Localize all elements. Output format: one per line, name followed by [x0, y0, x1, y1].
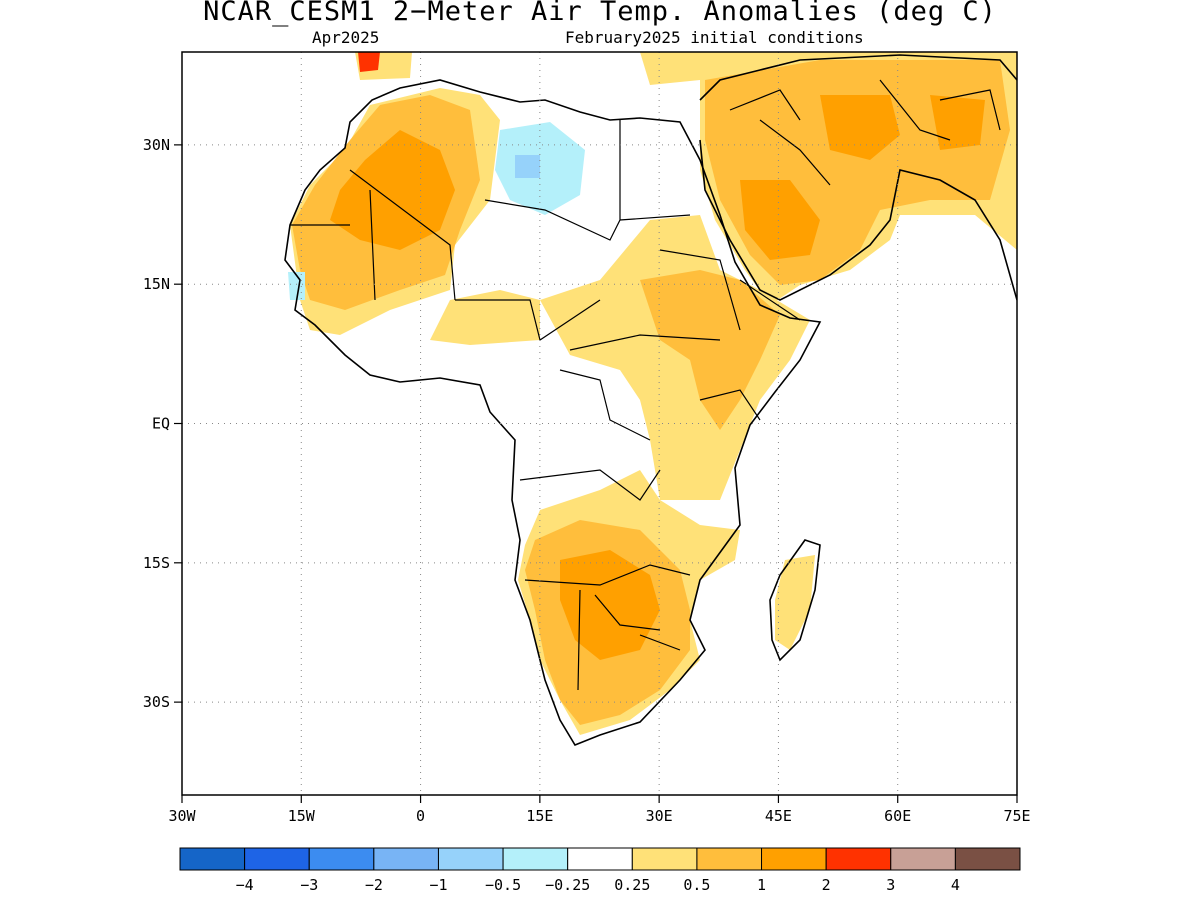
coastlines: [284, 54, 1017, 746]
colorbar-swatch: [308, 847, 375, 871]
initial-conditions: February2025 initial conditions: [565, 28, 864, 47]
axis-ticks: 30N 15N EQ 15S 30S 30W 15W 0 15E 30E 45E 60E 75E: [143, 136, 1031, 825]
map-field: [182, 52, 1017, 795]
colorbar-swatch: [437, 847, 504, 871]
colorbar-label: −1: [429, 876, 447, 894]
colorbar-swatch: [179, 847, 246, 871]
colorbar-label: 0.5: [683, 876, 710, 894]
colorbar-swatch: [761, 847, 827, 871]
colorbar-label: 2: [822, 876, 831, 894]
colorbar-swatch: [890, 847, 956, 871]
colorbar-swatch: [825, 847, 892, 871]
lon-tick-label: 30W: [168, 807, 196, 825]
colorbar-label: 4: [951, 876, 960, 894]
colorbar-label: 0.25: [614, 876, 650, 894]
colorbar-label: −0.25: [545, 876, 590, 894]
lat-tick-label: EQ: [152, 415, 170, 433]
colorbar: −4 −3 −2 −1 −0.5 −0.25 0.25 0.5 1 2 3 4: [179, 847, 1021, 894]
colorbar-swatch: [954, 847, 1021, 871]
colorbar-swatch: [696, 847, 763, 871]
lon-tick-label: 30E: [646, 807, 673, 825]
lat-tick-label: 30N: [143, 136, 170, 154]
colorbar-swatch: [502, 847, 569, 871]
colorbar-swatch: [373, 847, 439, 871]
colorbar-label: −2: [365, 876, 383, 894]
colorbar-label: −3: [300, 876, 318, 894]
lon-tick-label: 15W: [288, 807, 316, 825]
lat-tick-label: 15N: [143, 275, 170, 293]
colorbar-label: 3: [886, 876, 895, 894]
lat-tick-label: 30S: [143, 693, 170, 711]
lon-tick-label: 45E: [765, 807, 792, 825]
lon-tick-label: 0: [416, 807, 425, 825]
forecast-month: Apr2025: [312, 28, 380, 47]
colorbar-swatch: [567, 847, 633, 871]
colorbar-label: 1: [757, 876, 766, 894]
colorbar-swatch: [631, 847, 698, 871]
lat-tick-label: 15S: [143, 554, 170, 572]
colorbar-label: −0.5: [485, 876, 521, 894]
lon-tick-label: 60E: [884, 807, 911, 825]
colorbar-swatch: [244, 847, 310, 871]
lon-tick-label: 15E: [526, 807, 553, 825]
lon-tick-label: 75E: [1003, 807, 1030, 825]
country-borders: [290, 79, 1001, 691]
map-title: NCAR_CESM1 2−Meter Air Temp. Anomalies (…: [203, 0, 997, 27]
colorbar-label: −4: [236, 876, 254, 894]
anomaly-shading: [288, 52, 1017, 735]
